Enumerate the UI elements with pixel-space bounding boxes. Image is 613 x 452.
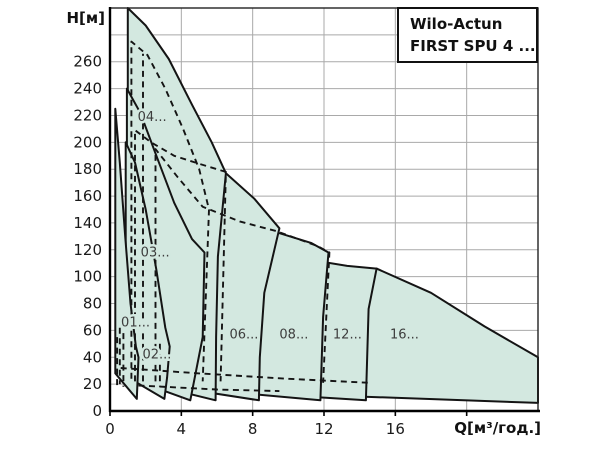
x-axis-title: Q[м³/год.] bbox=[454, 419, 541, 437]
y-tick-label: 80 bbox=[83, 295, 102, 313]
dashed-limit-03 bbox=[134, 129, 227, 382]
dashed-limit-04 bbox=[130, 40, 210, 382]
y-axis-title: H[м] bbox=[66, 9, 105, 27]
dashed-limit-06 bbox=[154, 148, 331, 383]
curve-label-04: 04... bbox=[138, 110, 167, 125]
x-tick-label: 12 bbox=[314, 420, 333, 438]
curve-label-16: 16... bbox=[390, 327, 419, 342]
series-title-line2: FIRST SPU 4 ... bbox=[410, 37, 536, 55]
y-tick-label: 120 bbox=[73, 241, 102, 259]
x-tick-label: 8 bbox=[248, 420, 258, 438]
series-title-line1: Wilo-Actun bbox=[410, 15, 503, 33]
dashed-bottom-2 bbox=[138, 384, 280, 393]
y-tick-label: 0 bbox=[92, 402, 102, 420]
curve-label-12: 12... bbox=[333, 327, 362, 342]
y-tick-label: 240 bbox=[73, 80, 102, 98]
curve-label-02: 02... bbox=[142, 348, 171, 363]
x-tick-label: 4 bbox=[177, 420, 187, 438]
y-tick-label: 160 bbox=[73, 187, 102, 205]
y-tick-label: 40 bbox=[83, 348, 102, 366]
x-tick-label: 0 bbox=[105, 420, 115, 438]
curve-label-08: 08... bbox=[279, 327, 308, 342]
y-tick-label: 200 bbox=[73, 133, 102, 151]
y-tick-label: 220 bbox=[73, 106, 102, 124]
x-tick-label: 16 bbox=[386, 420, 405, 438]
y-tick-label: 140 bbox=[73, 214, 102, 232]
curve-label-01: 01... bbox=[121, 315, 150, 330]
curve-label-06: 06... bbox=[229, 327, 258, 342]
y-tick-label: 20 bbox=[83, 375, 102, 393]
y-tick-label: 100 bbox=[73, 268, 102, 286]
y-tick-label: 260 bbox=[73, 53, 102, 71]
y-tick-label: 180 bbox=[73, 160, 102, 178]
y-tick-label: 60 bbox=[83, 321, 102, 339]
envelope-02 bbox=[124, 141, 171, 400]
series-title-box: Wilo-Actun FIRST SPU 4 ... bbox=[397, 7, 538, 63]
curve-label-03: 03... bbox=[141, 245, 170, 260]
